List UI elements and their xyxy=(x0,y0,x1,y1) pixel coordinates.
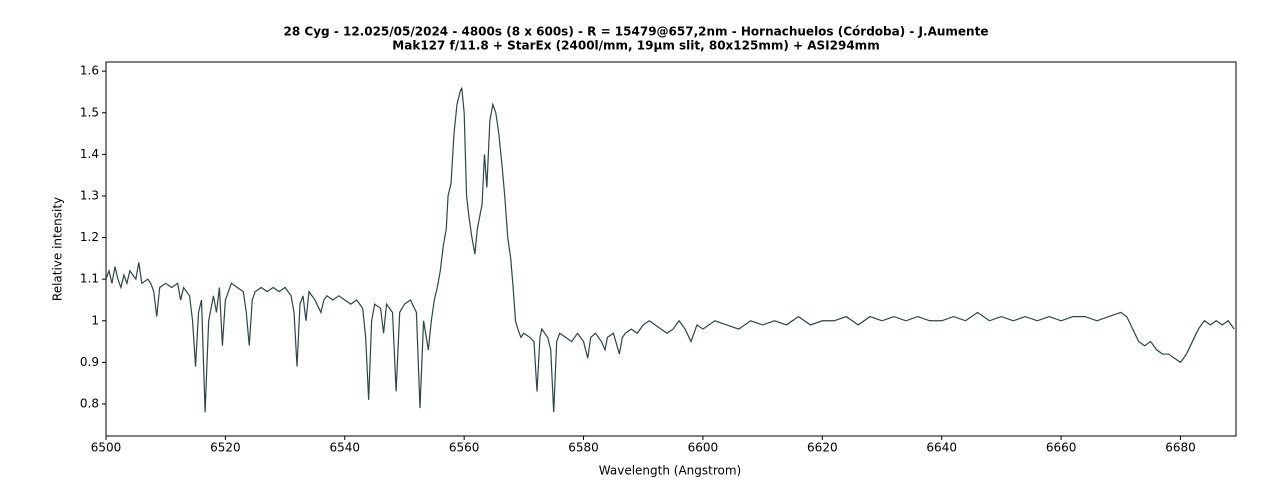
x-tick-label: 6680 xyxy=(1165,441,1196,455)
x-tick-label: 6560 xyxy=(449,441,480,455)
plot-frame xyxy=(105,61,1237,437)
x-tick-label: 6580 xyxy=(568,441,599,455)
y-tick-label: 0.9 xyxy=(80,355,99,369)
chart-subtitle: Mak127 f/11.8 + StarEx (2400l/mm, 19µm s… xyxy=(392,39,879,53)
spectrum-line xyxy=(105,87,1235,413)
y-tick-label: 1 xyxy=(91,313,99,327)
x-tick-label: 6640 xyxy=(926,441,957,455)
y-tick-label: 1.2 xyxy=(80,230,99,244)
y-tick-label: 1.5 xyxy=(80,105,99,119)
x-tick-label: 6540 xyxy=(330,441,361,455)
y-tick-label: 1.3 xyxy=(80,188,99,202)
y-tick-label: 1.6 xyxy=(80,64,99,78)
y-tick-label: 0.8 xyxy=(80,396,99,410)
x-tick-label: 6620 xyxy=(807,441,838,455)
x-tick-label: 6660 xyxy=(1046,441,1077,455)
chart-title: 28 Cyg - 12.025/05/2024 - 4800s (8 x 600… xyxy=(284,25,989,39)
x-tick-label: 6500 xyxy=(91,441,122,455)
y-tick-label: 1.1 xyxy=(80,272,99,286)
y-tick-label: 1.4 xyxy=(80,147,99,161)
x-tick-label: 6600 xyxy=(688,441,719,455)
y-axis-label: Relative intensity xyxy=(51,197,65,301)
x-axis-label: Wavelength (Angstrom) xyxy=(599,464,741,478)
x-tick-label: 6520 xyxy=(210,441,241,455)
